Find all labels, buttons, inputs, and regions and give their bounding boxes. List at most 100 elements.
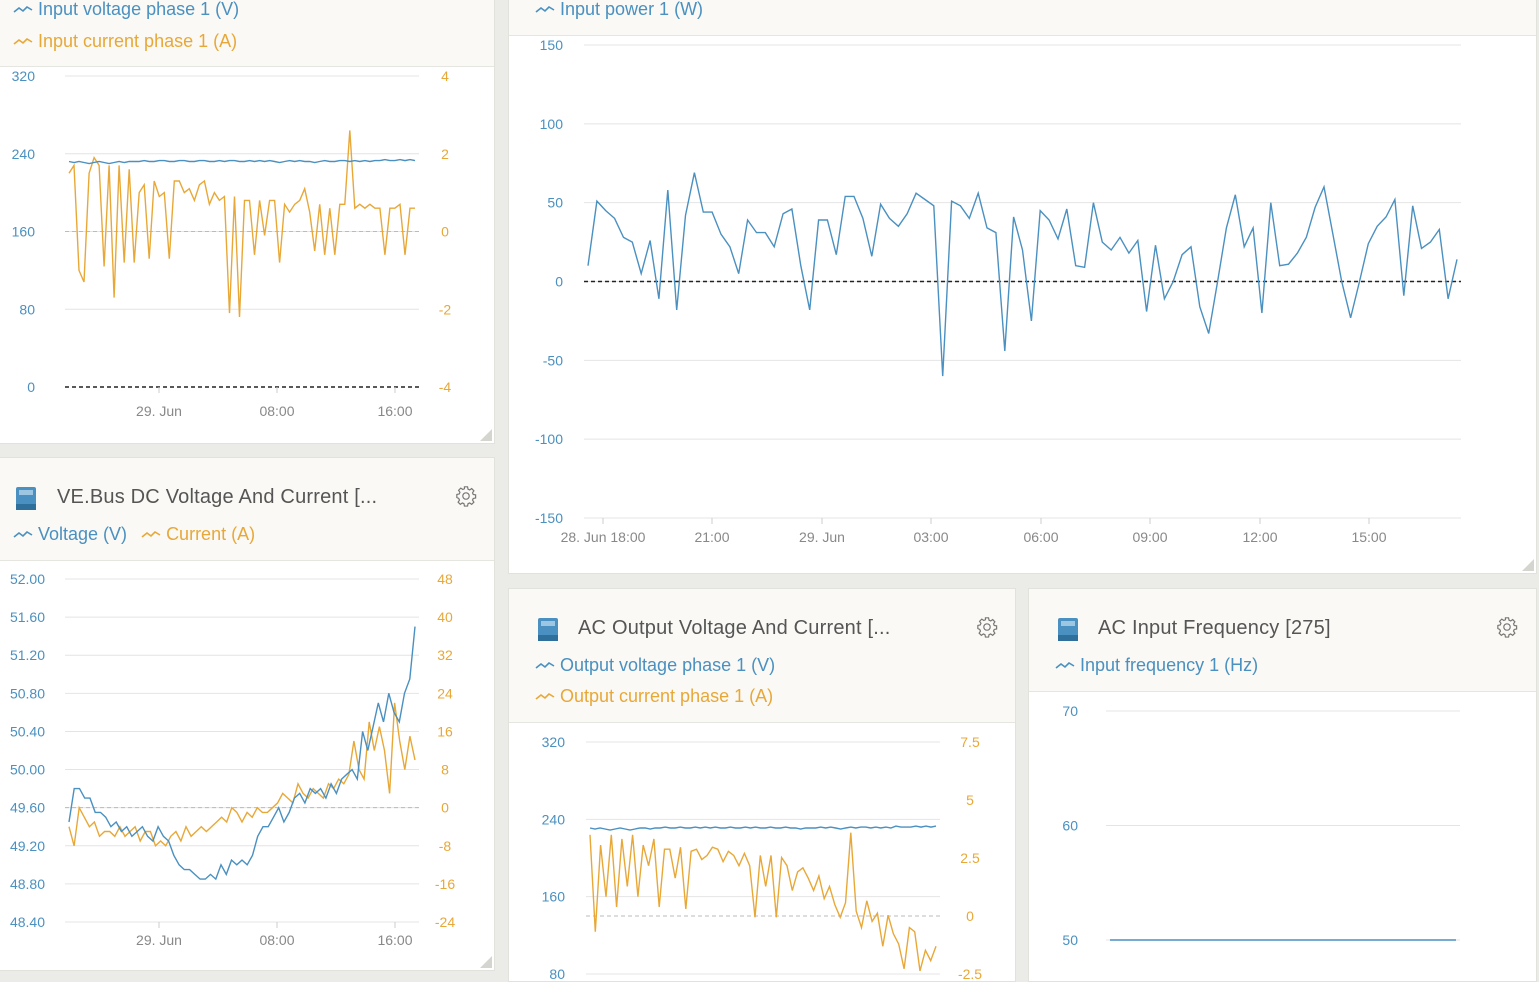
y-tick-label-left: 60 bbox=[1062, 818, 1078, 834]
y-tick-label-left: 320 bbox=[542, 734, 566, 750]
widget-input-power: Input power 1 (W) 150 100 50 0 -50 -100 -150 28… bbox=[508, 0, 1537, 574]
series-line bbox=[68, 702, 416, 848]
y-tick-label-left: 50.40 bbox=[10, 723, 45, 739]
legend-label: Current (A) bbox=[166, 524, 256, 544]
legend-input-frequency[interactable]: Input frequency 1 (Hz) bbox=[1055, 655, 1258, 676]
widget-ac-output: AC Output Voltage And Current [... Outpu… bbox=[508, 588, 1016, 982]
y-tick-label-left: 70 bbox=[1062, 703, 1078, 719]
line-series-icon bbox=[13, 530, 33, 538]
gear-icon[interactable] bbox=[455, 485, 477, 507]
gear-icon[interactable] bbox=[1496, 616, 1518, 638]
legend-input-power[interactable]: Input power 1 (W) bbox=[535, 0, 703, 20]
y-tick-label-left: 160 bbox=[12, 224, 36, 240]
y-tick-label-left: -150 bbox=[535, 510, 563, 526]
y-tick-label-right: -8 bbox=[439, 838, 452, 854]
x-tick-label: 29. Jun bbox=[799, 529, 845, 545]
series-line bbox=[68, 158, 416, 165]
series-line bbox=[587, 172, 1458, 377]
line-series-icon bbox=[1055, 661, 1075, 669]
y-tick-label-left: 50 bbox=[547, 195, 563, 211]
y-tick-label-left: 0 bbox=[27, 379, 35, 395]
device-icon bbox=[538, 618, 558, 641]
x-tick-label: 16:00 bbox=[377, 932, 412, 948]
y-tick-label-left: 80 bbox=[549, 966, 565, 981]
y-tick-label-left: 49.60 bbox=[10, 800, 45, 816]
y-tick-label-right: 0 bbox=[441, 224, 449, 240]
device-icon bbox=[16, 487, 36, 510]
line-series-icon bbox=[535, 5, 555, 13]
legend-label: Input power 1 (W) bbox=[560, 0, 704, 19]
line-series-icon bbox=[13, 37, 33, 45]
y-tick-label-right: 7.5 bbox=[960, 734, 980, 750]
x-tick-label: 16:00 bbox=[377, 403, 412, 419]
series-line bbox=[68, 626, 416, 881]
resize-handle-icon[interactable] bbox=[1522, 559, 1534, 571]
x-tick-label: 29. Jun bbox=[136, 403, 182, 419]
y-tick-label-left: 48.80 bbox=[10, 876, 45, 892]
y-tick-label-left: 50 bbox=[1062, 932, 1078, 948]
legend-label: Input voltage phase 1 (V) bbox=[38, 0, 240, 19]
y-tick-label-left: -100 bbox=[535, 431, 563, 447]
line-series-icon bbox=[141, 530, 161, 538]
x-tick-label: 28. Jun 18:00 bbox=[561, 529, 646, 545]
y-tick-label-right: 32 bbox=[437, 647, 453, 663]
legend-input-current[interactable]: Input current phase 1 (A) bbox=[13, 31, 237, 52]
y-tick-label-right: -2.5 bbox=[958, 966, 982, 981]
widget-header bbox=[1029, 589, 1536, 692]
y-tick-label-left: 320 bbox=[12, 68, 36, 84]
x-tick-label: 08:00 bbox=[259, 403, 294, 419]
y-tick-label-left: 50.00 bbox=[10, 762, 45, 778]
series-line bbox=[589, 825, 937, 831]
legend-row: Voltage (V) Current (A) bbox=[13, 524, 255, 545]
y-tick-label-right: -2 bbox=[439, 301, 452, 317]
y-tick-label-right: -24 bbox=[435, 914, 455, 930]
y-tick-label-left: 150 bbox=[540, 37, 564, 53]
y-tick-label-right: 48 bbox=[437, 571, 453, 587]
widget-title: AC Output Voltage And Current [... bbox=[578, 617, 891, 639]
x-tick-label: 15:00 bbox=[1351, 529, 1386, 545]
y-tick-label-left: 0 bbox=[555, 274, 563, 290]
y-tick-label-left: 50.80 bbox=[10, 685, 45, 701]
widget-input-voltage-current: Input voltage phase 1 (V) Input current … bbox=[0, 0, 495, 444]
y-tick-label-left: 48.40 bbox=[10, 914, 45, 930]
y-tick-label-left: 240 bbox=[542, 811, 566, 827]
widget-title: VE.Bus DC Voltage And Current [... bbox=[57, 486, 378, 508]
y-tick-label-left: -50 bbox=[543, 352, 563, 368]
y-tick-label-left: 52.00 bbox=[10, 571, 45, 587]
legend-input-voltage[interactable]: Input voltage phase 1 (V) bbox=[13, 0, 239, 20]
y-tick-label-right: 40 bbox=[437, 609, 453, 625]
y-tick-label-right: 0 bbox=[966, 908, 974, 924]
legend-output-current[interactable]: Output current phase 1 (A) bbox=[535, 686, 773, 707]
line-series-icon bbox=[535, 692, 555, 700]
y-tick-label-right: 8 bbox=[441, 762, 449, 778]
resize-handle-icon[interactable] bbox=[480, 956, 492, 968]
gear-icon[interactable] bbox=[976, 616, 998, 638]
legend-label: Output current phase 1 (A) bbox=[560, 686, 774, 706]
widget-header bbox=[0, 458, 494, 561]
y-tick-label-left: 51.20 bbox=[10, 647, 45, 663]
legend-voltage[interactable]: Voltage (V) bbox=[13, 524, 127, 545]
widget-header bbox=[509, 0, 1536, 36]
y-tick-label-left: 160 bbox=[542, 889, 566, 905]
y-tick-label-right: -4 bbox=[439, 379, 452, 395]
ac-frequency-chart: 70 60 50 bbox=[1062, 703, 1460, 948]
y-tick-label-left: 80 bbox=[19, 301, 35, 317]
widget-header bbox=[0, 0, 494, 67]
vebus-dc-chart: 52.00 51.60 51.20 50.80 50.40 50.00 49.60 49.20… bbox=[10, 571, 455, 948]
ac-output-chart: 320 240 160 80 7.5 5 2.5 0 -2.5 bbox=[542, 734, 983, 981]
x-tick-label: 06:00 bbox=[1023, 529, 1058, 545]
y-tick-label-left: 240 bbox=[12, 146, 36, 162]
x-tick-label: 21:00 bbox=[694, 529, 729, 545]
line-series-icon bbox=[535, 661, 555, 669]
y-tick-label-right: 5 bbox=[966, 792, 974, 808]
legend-label: Input frequency 1 (Hz) bbox=[1080, 655, 1259, 675]
widget-ac-input-frequency: AC Input Frequency [275] Input frequency… bbox=[1028, 588, 1537, 982]
x-tick-label: 12:00 bbox=[1242, 529, 1277, 545]
resize-handle-icon[interactable] bbox=[480, 429, 492, 441]
device-icon bbox=[1058, 618, 1078, 641]
legend-output-voltage[interactable]: Output voltage phase 1 (V) bbox=[535, 655, 775, 676]
y-tick-label-left: 100 bbox=[540, 116, 564, 132]
widget-title: AC Input Frequency [275] bbox=[1098, 617, 1331, 639]
legend-current[interactable]: Current (A) bbox=[141, 524, 255, 545]
input-vi-chart: 320 240 160 80 0 4 2 0 -2 -4 29. Jun 08:00 16:00 bbox=[12, 68, 452, 419]
